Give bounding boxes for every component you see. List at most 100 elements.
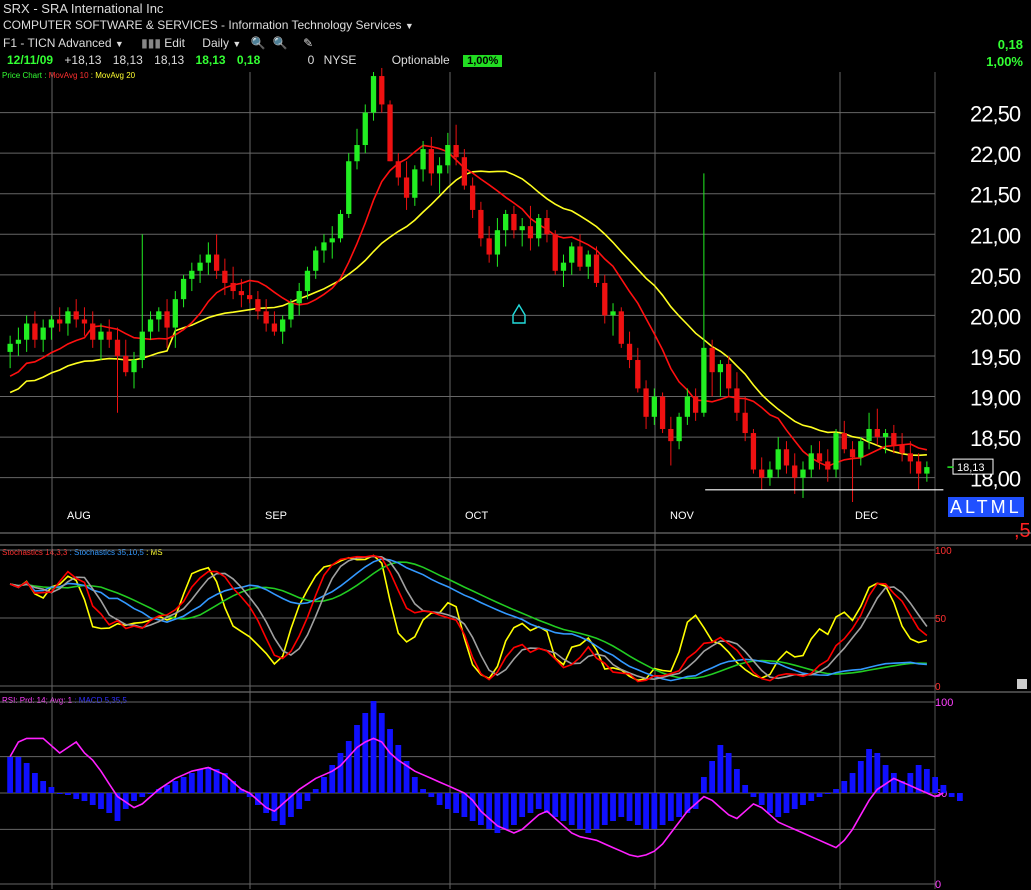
macd-bar (296, 793, 303, 809)
candle-body (503, 213, 509, 231)
candle-body (899, 445, 905, 454)
rsi-legend: RSI: Prd: 14; Avg: 1 : MACD 5,35,5 (2, 696, 127, 705)
candle-body (40, 327, 46, 340)
candle-body (544, 218, 550, 235)
x-tick-label: NOV (670, 510, 695, 522)
candle-body (461, 157, 468, 186)
candle-body (370, 76, 377, 113)
macd-bar (684, 793, 691, 813)
macd-bar (131, 793, 137, 801)
y-tick-label: 18,50 (970, 426, 1021, 451)
macd-bar (65, 793, 71, 795)
candle-body (90, 323, 96, 340)
macd-bar (238, 789, 245, 793)
macd-bar (40, 781, 47, 793)
stoch-tick-label: 50 (935, 614, 947, 625)
edit-label: Edit (164, 36, 185, 50)
macd-bar (411, 777, 418, 793)
period-dropdown[interactable]: Daily ▼ (202, 36, 241, 50)
macd-bar (734, 769, 740, 793)
macd-bar (907, 773, 914, 793)
candle-body (552, 234, 558, 271)
sector-label: COMPUTER SOFTWARE & SERVICES - Informati… (3, 18, 402, 32)
candle-body (560, 262, 567, 271)
stoch-tick-label: 0 (935, 682, 941, 693)
macd-bar (932, 777, 939, 793)
macd-bar (436, 793, 443, 805)
candle-body (635, 360, 641, 389)
candle-body (379, 76, 385, 105)
layout-dropdown[interactable]: F1 - TICN Advanced ▼ (3, 36, 124, 50)
candle-body (882, 433, 889, 438)
candle-body (511, 213, 517, 231)
candle-body (610, 311, 616, 316)
macd-bar (659, 793, 666, 825)
ma20-line (9, 170, 927, 457)
sector-dropdown[interactable]: COMPUTER SOFTWARE & SERVICES - Informati… (3, 18, 414, 32)
candle-body (825, 461, 831, 470)
zoom-in-icon[interactable]: 🔍 (250, 36, 266, 50)
macd-bar (610, 793, 616, 821)
x-tick-label: DEC (855, 510, 878, 522)
stoch-legend: Stochastics 14,3,3 : Stochastics 35,10,5… (2, 548, 163, 557)
macd-bar (816, 793, 823, 797)
macd-bar (172, 781, 179, 793)
candle-body (701, 347, 707, 413)
candle-body (841, 433, 847, 450)
right-change: 0,18 (997, 37, 1023, 52)
candle-body (659, 396, 666, 429)
candle-body (172, 299, 178, 328)
altml-label[interactable]: ALTML (948, 497, 1024, 518)
quote-date: 12/11/09 (7, 53, 54, 67)
macd-bar (626, 793, 633, 821)
candle-body (354, 145, 360, 162)
candle-body (24, 323, 30, 340)
candle-body (280, 319, 286, 332)
macd-bar (923, 769, 930, 793)
macd-bar (230, 781, 237, 793)
price-legend: Price Chart : MovAvg 10 : MovAvg 20 (2, 71, 136, 80)
macd-bar (279, 793, 286, 825)
quote-exchange: NYSE (323, 53, 357, 67)
toolbar: F1 - TICN Advanced ▼ ▮▮▮ Edit Daily ▼ 🔍 … (3, 36, 313, 50)
macd-bar (824, 793, 831, 794)
candle-body (469, 185, 476, 210)
candle-body (98, 331, 104, 340)
chevron-down-icon: ▼ (114, 39, 124, 49)
stoch35-k-line (9, 558, 927, 682)
candle-body (767, 469, 773, 478)
candle-body (643, 388, 649, 417)
candle-body (717, 364, 724, 373)
candle-body (321, 242, 327, 251)
macd-bar (370, 701, 377, 793)
macd-bar (651, 793, 658, 829)
candle-body (775, 449, 781, 470)
macd-bar (444, 793, 451, 809)
macd-bar (758, 793, 765, 805)
y-tick-label: 20,50 (970, 264, 1021, 289)
candle-body (346, 161, 352, 214)
draw-tool-icon[interactable]: ✎ (303, 36, 314, 50)
macd-bar (23, 763, 30, 793)
edit-button[interactable]: ▮▮▮ Edit (141, 36, 185, 50)
macd-bar (122, 793, 129, 809)
candle-body (626, 343, 633, 361)
stoch35-d-line (9, 561, 927, 680)
candle-body (329, 238, 335, 243)
macd-bar (155, 789, 162, 793)
candle-body (205, 254, 211, 263)
macd-bar (841, 781, 848, 793)
corner-value: ,5 (1014, 520, 1031, 542)
candle-body (874, 428, 880, 438)
macd-bar (915, 765, 922, 793)
zoom-out-icon[interactable]: 🔍 (272, 36, 288, 50)
candle-body (7, 343, 13, 352)
quote-line: 12/11/09 +18,13 18,13 18,13 18,13 0,18 0… (3, 53, 503, 67)
macd-bar (7, 757, 14, 793)
macd-bar (271, 793, 278, 821)
candle-body (527, 226, 534, 239)
macd-bar (800, 793, 806, 805)
candle-body (156, 311, 162, 320)
price-legend-name: Price Chart (2, 71, 43, 80)
